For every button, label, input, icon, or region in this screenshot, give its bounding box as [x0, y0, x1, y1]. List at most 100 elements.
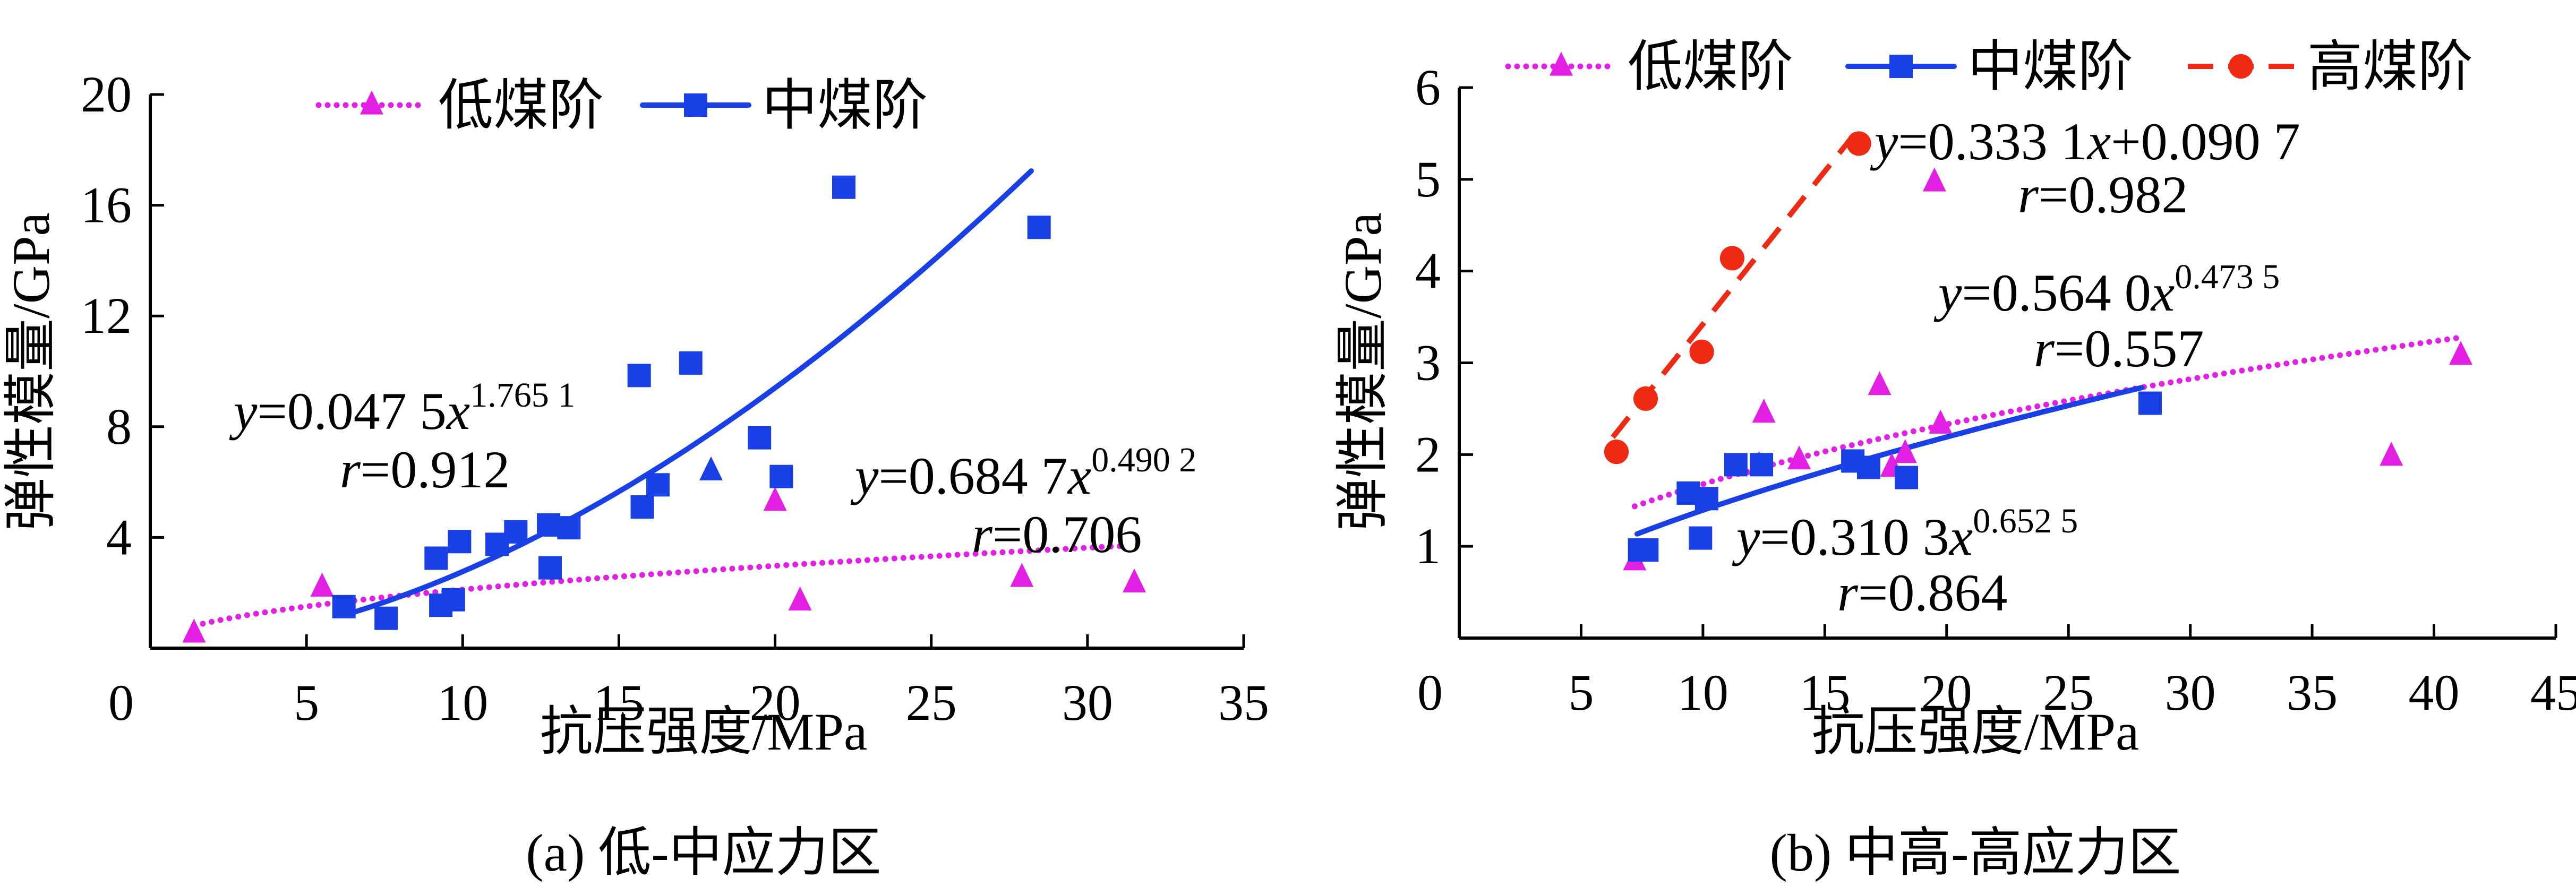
- plot-marks-b: [1604, 131, 2473, 571]
- x-tick-label: 30: [1062, 674, 1113, 731]
- legend-item-mid: 中煤阶: [1845, 37, 2133, 98]
- data-point-mid: [748, 426, 772, 450]
- plot-marks-a: [182, 168, 1146, 643]
- x-tick-label: 0: [108, 674, 134, 731]
- legend-label: 中煤阶: [1967, 37, 2133, 98]
- legend-label: 高煤阶: [2307, 37, 2473, 98]
- data-point-low: [2380, 442, 2403, 466]
- y-axis-title-a: 弹性模量/GPa: [2, 212, 61, 531]
- y-tick-label: 16: [81, 177, 132, 234]
- data-point-high: [1604, 440, 1629, 464]
- data-point-mid: [679, 351, 703, 375]
- legend-marker-swatch: [360, 90, 383, 115]
- data-point-mid: [1856, 455, 1880, 479]
- data-point-mid: [1750, 453, 1774, 477]
- data-point-mid: [538, 556, 562, 580]
- x-tick-label: 45: [2530, 664, 2576, 721]
- legend-marker-swatch: [1550, 51, 1573, 76]
- legend-marker-swatch: [1889, 55, 1913, 78]
- equation-mid: y=0.047 5x1.765 1: [229, 376, 575, 441]
- y-tick-label: 6: [1415, 59, 1441, 116]
- x-tick-label: 5: [1568, 664, 1594, 721]
- data-point-mid: [1689, 526, 1713, 550]
- x-tick-label: 20: [750, 674, 801, 731]
- data-point-low: [310, 572, 334, 597]
- x-tick-label: 15: [593, 674, 644, 731]
- x-tick-label: 5: [294, 674, 319, 731]
- equations-a: y=0.684 7x0.490 2r=0.706 y=0.047 5x1.765 …: [229, 376, 1196, 564]
- x-tick-label: 10: [1678, 664, 1728, 721]
- data-point-mid: [1895, 466, 1919, 489]
- y-tick-label: 2: [1415, 426, 1441, 483]
- correlation-high: r=0.982: [2018, 165, 2188, 224]
- equation-mid: y=0.310 3x0.652 5: [1732, 502, 2078, 566]
- data-point-mid: [646, 473, 670, 497]
- data-point-high: [1689, 339, 1714, 364]
- x-tick-label: 25: [2043, 664, 2094, 721]
- fit-line-low: [191, 543, 1128, 629]
- data-point-low: [1787, 445, 1811, 470]
- data-point-mid: [448, 530, 472, 554]
- data-point-low: [1868, 371, 1892, 395]
- data-point-low: [1922, 167, 1946, 192]
- data-point-low: [182, 618, 206, 643]
- fit-line-mid: [341, 168, 1034, 618]
- legend-item-mid: 中煤阶: [640, 75, 928, 136]
- fit-line-high: [1611, 133, 1856, 439]
- legend-label: 中煤阶: [762, 75, 928, 136]
- x-tick-label: 25: [906, 674, 957, 731]
- data-point-mid: [332, 595, 356, 618]
- data-point-mid: [832, 175, 855, 199]
- data-point-high: [1846, 131, 1871, 156]
- axes-a: [149, 94, 1244, 650]
- data-point-mid: [630, 495, 654, 519]
- equations-b: y=0.564 0x0.473 5r=0.557 y=0.310 3x0.652 …: [1732, 112, 2300, 622]
- data-point-low_blue: [699, 456, 723, 480]
- x-axis-title-b: 抗压强度/MPa: [1812, 702, 2139, 761]
- data-point-low: [1929, 409, 1953, 434]
- legend-label: 低煤阶: [438, 75, 604, 136]
- data-point-mid: [1027, 216, 1051, 239]
- y-tick-label: 3: [1415, 334, 1441, 391]
- data-point-mid: [504, 520, 528, 544]
- data-point-mid: [1635, 538, 1659, 562]
- y-tick-label: 12: [81, 287, 132, 344]
- legend-item-high: 高煤阶: [2188, 37, 2473, 98]
- caption-b: (b) 中高-高应力区: [1770, 823, 2181, 882]
- data-point-mid: [557, 516, 581, 540]
- legend-b: 低煤阶 中煤阶 高煤阶: [1505, 37, 2473, 98]
- y-tick-label: 20: [81, 66, 132, 123]
- equation-low: y=0.564 0x0.473 5: [1933, 257, 2280, 322]
- y-tick-label: 1: [1415, 518, 1441, 574]
- correlation-mid: r=0.864: [1837, 563, 2007, 622]
- data-point-low: [788, 586, 812, 610]
- data-point-low: [763, 487, 787, 511]
- x-tick-label: 0: [1417, 664, 1443, 721]
- correlation-low: r=0.557: [2034, 319, 2204, 378]
- x-tick-label: 35: [1218, 674, 1269, 731]
- correlation-low: r=0.706: [972, 505, 1142, 564]
- data-point-mid: [441, 588, 465, 612]
- data-point-low: [2449, 341, 2473, 365]
- x-axis-title-a: 抗压强度/MPa: [540, 702, 868, 761]
- chart-panel-a: 0 5 10 15 20 25 30 35 4 8 12 16 20 抗压强度/MPa 弹性模量/GPa…: [2, 66, 1269, 882]
- legend-label: 低煤阶: [1628, 37, 1793, 98]
- fit-line-mid: [1634, 385, 2144, 537]
- data-point-mid: [627, 364, 651, 388]
- x-tick-label: 20: [1921, 664, 1972, 721]
- y-tick-label: 4: [1415, 243, 1441, 299]
- data-point-high: [1719, 246, 1745, 271]
- legend-item-low: 低煤阶: [315, 75, 604, 136]
- data-point-mid: [424, 546, 448, 570]
- data-point-low: [1123, 568, 1146, 593]
- data-point-mid: [769, 464, 793, 488]
- data-point-mid: [1694, 487, 1718, 511]
- data-point-mid: [374, 606, 398, 630]
- x-tick-label: 35: [2287, 664, 2338, 721]
- legend-marker-swatch: [684, 93, 707, 117]
- data-point-mid: [537, 513, 561, 537]
- ticks-a: 0 5 10 15 20 25 30 35 4 8 12 16 20: [81, 66, 1269, 731]
